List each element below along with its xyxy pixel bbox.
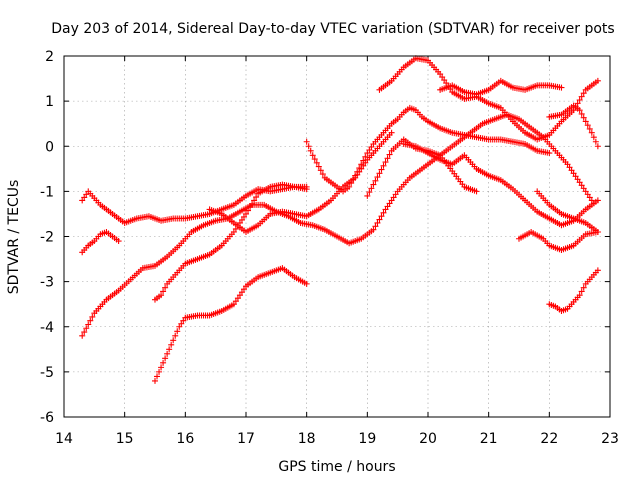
y-tick-label: -5 — [40, 365, 54, 381]
x-tick-label: 17 — [237, 431, 255, 447]
y-axis-label: SDTVAR / TECUs — [6, 180, 22, 295]
x-tick-label: 22 — [540, 431, 558, 447]
x-tick-label: 15 — [116, 431, 134, 447]
x-tick-label: 18 — [298, 431, 316, 447]
y-tick-label: -2 — [40, 230, 54, 246]
y-tick-label: 0 — [45, 139, 54, 155]
y-tick-label: 1 — [45, 94, 54, 110]
x-tick-label: 19 — [358, 431, 376, 447]
data-points — [79, 55, 601, 384]
y-tick-label: -3 — [40, 275, 54, 291]
y-tick-label: -4 — [40, 320, 54, 336]
series-12 — [401, 141, 601, 228]
series-2 — [79, 229, 121, 255]
x-tick-labels: 14 15 16 17 18 19 20 21 22 23 — [55, 431, 619, 447]
x-tick-label: 23 — [601, 431, 619, 447]
series-13 — [516, 229, 601, 253]
series-4 — [152, 182, 310, 303]
x-tick-label: 21 — [480, 431, 498, 447]
series-6 — [207, 130, 395, 235]
x-tick-label: 16 — [176, 431, 194, 447]
series-5 — [152, 265, 310, 384]
x-tick-label: 20 — [419, 431, 437, 447]
series-1 — [79, 184, 309, 226]
y-tick-label: -1 — [40, 184, 54, 200]
chart-title: Day 203 of 2014, Sidereal Day-to-day VTE… — [51, 21, 614, 37]
series-15 — [534, 188, 601, 235]
series-14 — [546, 267, 601, 314]
x-axis-label: GPS time / hours — [278, 459, 395, 475]
x-tick-label: 14 — [55, 431, 73, 447]
series-3 — [79, 112, 595, 339]
y-tick-label: -6 — [40, 410, 54, 426]
y-tick-labels: -6 -5 -4 -3 -2 -1 0 1 2 — [40, 49, 54, 426]
y-tick-label: 2 — [45, 49, 54, 65]
